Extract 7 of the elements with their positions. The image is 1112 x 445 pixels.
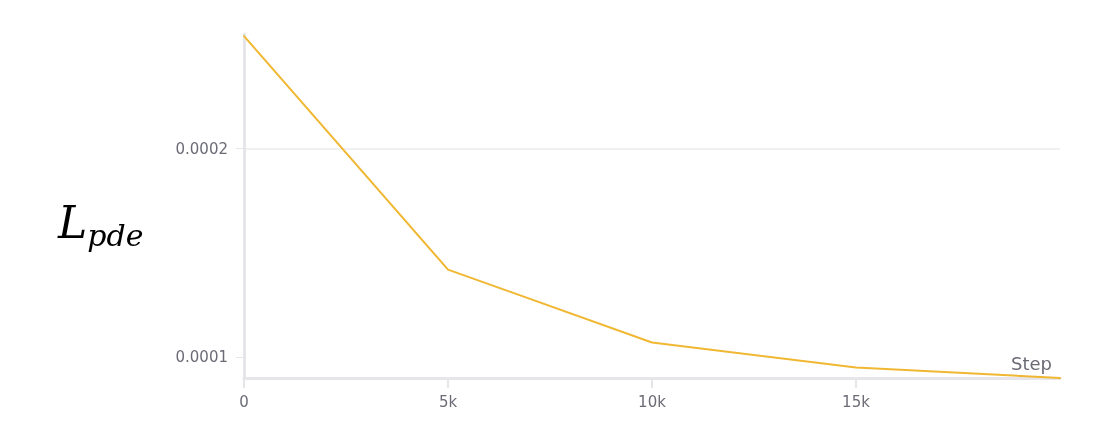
y-tick-label: 0.0001 (175, 348, 228, 367)
x-tick-label: 5k (438, 392, 458, 411)
y-tick-label: 0.0002 (175, 139, 228, 158)
x-tick-label: 0 (239, 392, 249, 411)
x-tick-label: 10k (638, 392, 667, 411)
x-axis-title: Step (1011, 352, 1052, 374)
x-tick-label: 15k (842, 392, 871, 411)
